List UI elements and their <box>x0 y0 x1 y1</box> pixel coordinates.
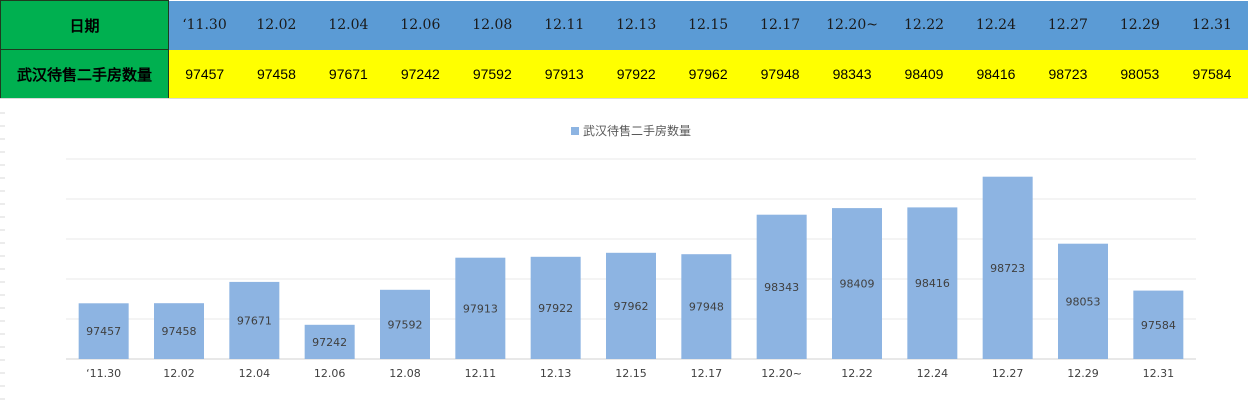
x-tick-label: 12.11 <box>465 367 497 380</box>
data-label: 98343 <box>764 281 799 294</box>
count-cell: 97922 <box>600 50 672 99</box>
bar-chart: 武汉待售二手房数量 97457 ‘11.30 97458 12.02 97671 12.04… <box>0 99 1248 404</box>
x-tick-label: ‘11.30 <box>86 367 121 380</box>
data-label: 97584 <box>1141 319 1176 332</box>
data-label: 97671 <box>237 314 272 327</box>
date-cell: 12.15 <box>672 1 744 50</box>
x-tick-label: 12.20~ <box>761 367 802 380</box>
count-cell: 98053 <box>1104 50 1176 99</box>
chart-area: 武汉待售二手房数量 97457 ‘11.30 97458 12.02 97671 12.04… <box>0 98 1248 404</box>
x-tick-label: 12.27 <box>992 367 1024 380</box>
count-cell: 98343 <box>816 50 888 99</box>
date-cell: 12.31 <box>1176 1 1248 50</box>
x-tick-label: 12.04 <box>239 367 271 380</box>
x-tick-label: 12.31 <box>1143 367 1175 380</box>
x-tick-label: 12.06 <box>314 367 346 380</box>
count-cell: 98416 <box>960 50 1032 99</box>
date-cell: 12.06 <box>384 1 456 50</box>
count-cell: 97242 <box>384 50 456 99</box>
count-cell: 98723 <box>1032 50 1104 99</box>
data-label: 97962 <box>614 300 649 313</box>
x-tick-label: 12.15 <box>615 367 647 380</box>
count-cell: 97457 <box>169 50 241 99</box>
x-tick-label: 12.24 <box>917 367 949 380</box>
date-cell: 12.29 <box>1104 1 1176 50</box>
count-cell: 97962 <box>672 50 744 99</box>
x-tick-label: 12.02 <box>163 367 195 380</box>
data-label: 98723 <box>990 262 1025 275</box>
date-cell: 12.08 <box>456 1 528 50</box>
count-cell: 98409 <box>888 50 960 99</box>
date-cell: 12.02 <box>240 1 312 50</box>
date-header: 日期 <box>1 1 169 50</box>
legend-label: 武汉待售二手房数量 <box>583 123 691 138</box>
data-label: 98053 <box>1066 295 1101 308</box>
x-tick-label: 12.08 <box>389 367 421 380</box>
date-cell: 12.27 <box>1032 1 1104 50</box>
date-cell: 12.13 <box>600 1 672 50</box>
data-label: 97913 <box>463 302 498 315</box>
date-cell: 12.17 <box>744 1 816 50</box>
date-cell: ‘11.30 <box>169 1 241 50</box>
x-tick-label: 12.22 <box>841 367 873 380</box>
date-cell: 12.11 <box>528 1 600 50</box>
count-cell: 97584 <box>1176 50 1248 99</box>
count-cell: 97671 <box>312 50 384 99</box>
data-label: 97457 <box>86 325 121 338</box>
x-tick-label: 12.29 <box>1067 367 1099 380</box>
data-label: 97948 <box>689 301 724 314</box>
data-label: 97922 <box>538 302 573 315</box>
x-tick-label: 12.13 <box>540 367 572 380</box>
date-cell: 12.24 <box>960 1 1032 50</box>
date-cell: 12.20~ <box>816 1 888 50</box>
count-cell: 97592 <box>456 50 528 99</box>
count-cell: 97913 <box>528 50 600 99</box>
count-header: 武汉待售二手房数量 <box>1 50 169 99</box>
date-cell: 12.22 <box>888 1 960 50</box>
count-cell: 97948 <box>744 50 816 99</box>
data-label: 97242 <box>312 336 347 349</box>
data-label: 98409 <box>840 278 875 291</box>
count-cell: 97458 <box>240 50 312 99</box>
data-label: 97592 <box>388 318 423 331</box>
date-cell: 12.04 <box>312 1 384 50</box>
legend-swatch <box>571 127 579 135</box>
data-label: 98416 <box>915 277 950 290</box>
x-tick-label: 12.17 <box>691 367 723 380</box>
data-label: 97458 <box>162 325 197 338</box>
